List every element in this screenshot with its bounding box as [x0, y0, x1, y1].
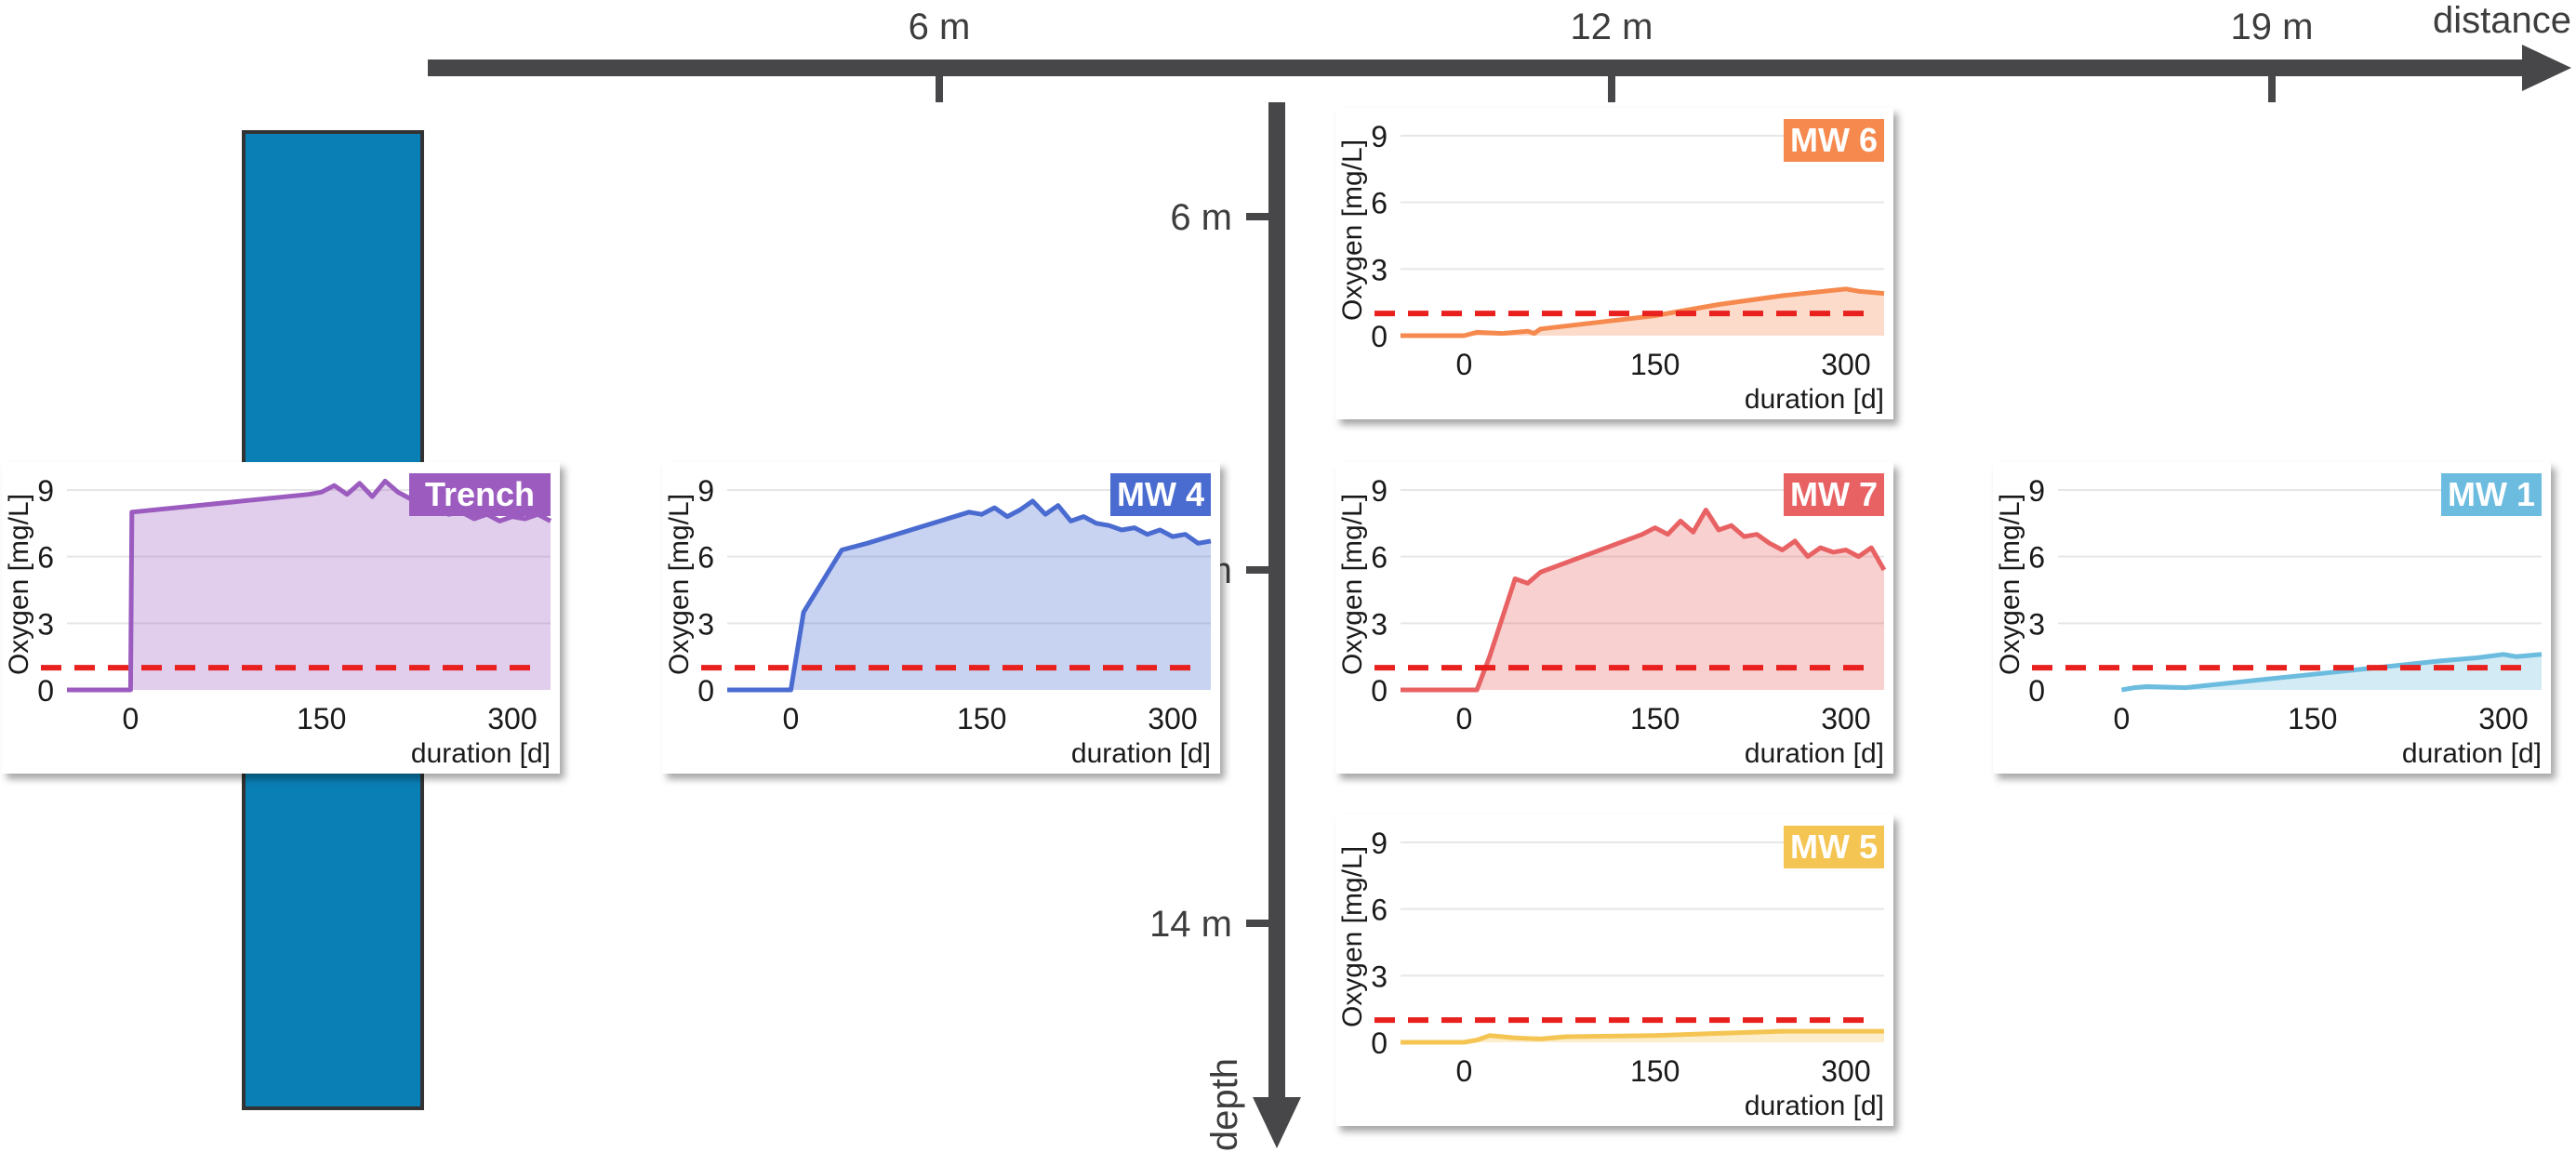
x-tick-label: 300	[487, 702, 537, 735]
y-tick-label: 9	[37, 474, 54, 508]
distance-tick-label: 6 m	[909, 7, 971, 47]
x-tick-label: 150	[1630, 348, 1680, 381]
series-area	[727, 500, 1211, 690]
panel-mw-6: 0 3 6 9 0 150 300 Oxygen [mg/L] duration [d] MW 6	[1335, 108, 1893, 419]
x-tick-label: 0	[783, 702, 800, 735]
series-line	[1401, 508, 1887, 693]
y-tick-label: 3	[1371, 253, 1388, 286]
y-tick-label: 0	[1371, 1026, 1388, 1060]
depth-axis-arrowhead	[1253, 1097, 1301, 1148]
y-tick-label: 6	[2028, 541, 2045, 575]
y-tick-label: 3	[37, 607, 54, 641]
y-tick-label: 9	[697, 474, 714, 508]
y-tick-label: 6	[37, 541, 54, 575]
y-tick-label: 3	[1371, 607, 1388, 641]
x-tick-label: 0	[1456, 702, 1473, 735]
distance-tick-label: 19 m	[2231, 7, 2314, 47]
panel-mw-7: 0 3 6 9 0 150 300 Oxygen [mg/L] duration [d] MW 7	[1335, 462, 1893, 774]
x-tick-label: 300	[1821, 1054, 1870, 1088]
well-badge-label: MW 4	[1117, 475, 1204, 513]
y-tick-label: 9	[1371, 827, 1388, 860]
x-tick-label: 150	[2288, 702, 2337, 735]
series-line	[727, 498, 1212, 693]
depth-axis-label: depth	[1204, 1058, 1245, 1151]
x-axis-label: duration [d]	[411, 738, 551, 769]
x-tick-label: 0	[1456, 348, 1473, 381]
x-axis-label: duration [d]	[1745, 384, 1884, 415]
x-tick-label: 150	[1630, 1054, 1680, 1088]
well-badge-label: MW 1	[2448, 475, 2535, 513]
panel-trench: 0 3 6 9 0 150 300 Oxygen [mg/L] duration [d] Tren…	[2, 462, 560, 774]
y-axis-label: Oxygen [mg/L]	[1337, 494, 1368, 675]
series-line	[2120, 652, 2543, 693]
distance-axis-label: distance	[2433, 0, 2571, 41]
panel-mw-1: 0 3 6 9 0 150 300 Oxygen [mg/L] duration [d] MW 1	[1993, 462, 2551, 774]
x-tick-label: 150	[1630, 702, 1680, 735]
y-tick-label: 6	[697, 541, 714, 575]
y-axis-label: Oxygen [mg/L]	[1337, 139, 1368, 321]
x-tick-label: 150	[297, 702, 346, 735]
y-tick-label: 6	[1371, 541, 1388, 575]
well-badge-label: MW 6	[1790, 121, 1878, 159]
y-axis-label: Oxygen [mg/L]	[1995, 494, 2025, 675]
distance-axis: 6 m 12 m 19 m distance	[428, 0, 2571, 102]
y-tick-label: 0	[2028, 674, 2045, 708]
y-tick-label: 6	[1371, 187, 1388, 220]
x-axis-label: duration [d]	[1745, 738, 1884, 769]
y-tick-label: 3	[2028, 607, 2045, 641]
series-line	[1401, 286, 1885, 338]
well-badge-label: Trench	[425, 475, 535, 513]
series-area	[1401, 510, 1884, 690]
series-line	[67, 478, 552, 693]
y-tick-label: 3	[697, 607, 714, 641]
x-axis-label: duration [d]	[2402, 738, 2542, 769]
well-badge	[1784, 826, 1884, 868]
x-tick-label: 0	[1456, 1054, 1473, 1088]
y-tick-label: 6	[1371, 894, 1388, 927]
y-tick-label: 0	[1371, 320, 1388, 353]
well-badge	[2441, 473, 2542, 516]
x-axis-label: duration [d]	[1071, 738, 1211, 769]
depth-tick-label: 14 m	[1149, 904, 1232, 945]
distance-tick-label: 12 m	[1571, 7, 1653, 47]
well-badge-label: MW 5	[1790, 828, 1878, 866]
x-tick-label: 150	[957, 702, 1006, 735]
well-badge	[409, 473, 551, 516]
panel-mw-4: 0 3 6 9 0 150 300 Oxygen [mg/L] duration [d] MW 4	[662, 462, 1220, 774]
y-tick-label: 0	[37, 674, 54, 708]
x-tick-label: 0	[2114, 702, 2131, 735]
y-axis-label: Oxygen [mg/L]	[4, 494, 34, 675]
panel-mw-5: 0 3 6 9 0 150 300 Oxygen [mg/L] duration [d] MW 5	[1335, 814, 1893, 1126]
y-tick-label: 0	[1371, 674, 1388, 708]
y-tick-label: 0	[697, 674, 714, 708]
x-tick-label: 300	[1821, 348, 1870, 381]
y-tick-label: 9	[2028, 474, 2045, 508]
x-tick-label: 0	[123, 702, 139, 735]
depth-tick-label: 6 m	[1170, 197, 1232, 238]
x-tick-label: 300	[2478, 702, 2528, 735]
well-badge	[1784, 473, 1884, 516]
x-tick-label: 300	[1821, 702, 1870, 735]
y-tick-label: 9	[1371, 474, 1388, 508]
y-tick-label: 3	[1371, 960, 1388, 993]
series-line	[1401, 1028, 1884, 1045]
y-axis-label: Oxygen [mg/L]	[664, 494, 695, 675]
x-axis-label: duration [d]	[1745, 1091, 1884, 1121]
y-tick-label: 9	[1371, 120, 1388, 153]
distance-axis-arrowhead	[2522, 45, 2571, 91]
y-axis-label: Oxygen [mg/L]	[1337, 846, 1368, 1027]
x-tick-label: 300	[1148, 702, 1197, 735]
well-badge	[1784, 119, 1884, 162]
series-area	[67, 481, 551, 690]
well-badge	[1110, 473, 1211, 516]
well-badge-label: MW 7	[1790, 475, 1878, 513]
